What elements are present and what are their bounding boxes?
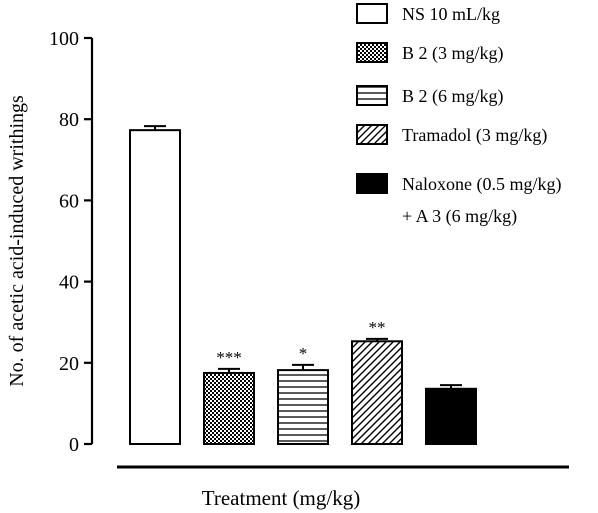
y-axis: 0 20 40 60 80 100: [49, 28, 94, 456]
significance-label: *: [299, 344, 308, 363]
bar: [129, 129, 181, 446]
legend-swatch: [356, 42, 388, 63]
legend-label: B 2 (6 mg/kg): [402, 86, 504, 107]
legend-swatch: [356, 3, 388, 24]
bar: [203, 371, 255, 446]
y-tick-label: 20: [59, 353, 79, 375]
legend-item: B 2 (6 mg/kg): [356, 85, 504, 107]
bars: *** ***: [129, 125, 477, 446]
y-tick-label: 60: [59, 190, 79, 212]
bar: [351, 340, 403, 446]
legend-swatch: [356, 173, 388, 194]
legend-item: Naloxone (0.5 mg/kg) + A 3 (6 mg/kg): [356, 173, 561, 227]
bar: [277, 369, 329, 445]
y-tick-label: 0: [69, 434, 79, 456]
legend-label: Tramadol (3 mg/kg): [402, 125, 547, 146]
y-axis-label: No. of acetic acid-induced writhings: [6, 95, 28, 387]
bar: [425, 387, 477, 445]
legend-label: + A 3 (6 mg/kg): [402, 206, 517, 227]
legend-item: Tramadol (3 mg/kg): [356, 124, 547, 146]
legend-label: Naloxone (0.5 mg/kg): [402, 174, 561, 195]
legend-label: NS 10 mL/kg: [402, 4, 500, 24]
significance-label: **: [369, 318, 386, 337]
significance-label: ***: [216, 348, 242, 367]
legend-swatch: [356, 124, 388, 145]
y-tick-label: 100: [49, 28, 79, 50]
y-tick-label: 40: [59, 272, 79, 294]
legend-label: B 2 (3 mg/kg): [402, 43, 504, 64]
legend-item: NS 10 mL/kg: [356, 3, 500, 24]
legend-swatch: [356, 85, 388, 106]
x-axis-label: Treatment (mg/kg): [202, 486, 360, 510]
y-tick-label: 80: [59, 109, 79, 131]
legend: NS 10 mL/kg B 2 (3 mg/kg) B 2 (6 mg/kg) Tra…: [356, 3, 561, 227]
legend-item: B 2 (3 mg/kg): [356, 42, 504, 64]
